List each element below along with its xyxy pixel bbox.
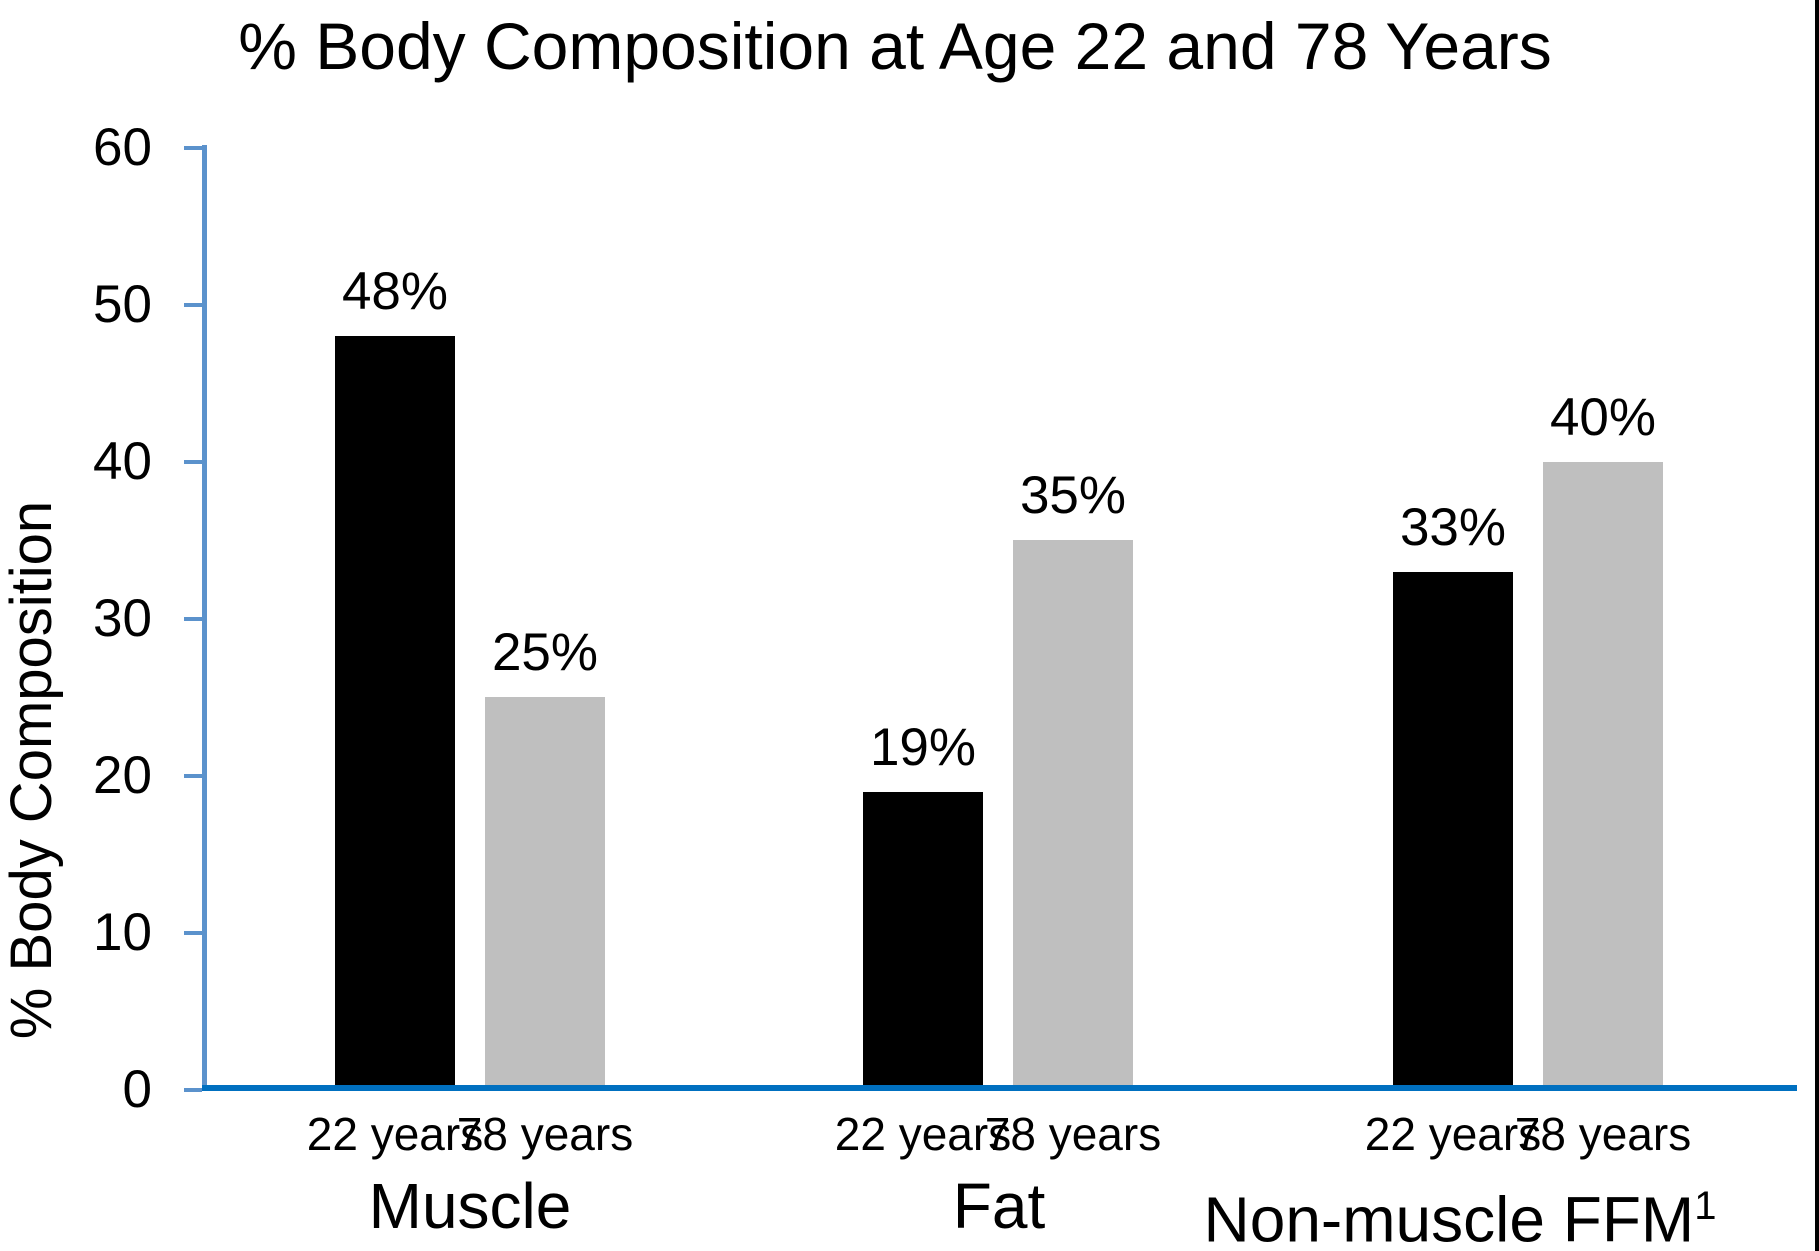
bar-muscle-22-years <box>335 336 455 1090</box>
y-tick-label: 30 <box>93 589 152 648</box>
y-tick-mark <box>184 774 202 778</box>
y-tick-mark <box>184 931 202 935</box>
y-axis-line <box>202 145 207 1087</box>
bar-value-label: 33% <box>1399 498 1507 557</box>
bar-value-label: 19% <box>869 718 977 777</box>
y-tick-label: 0 <box>122 1060 152 1119</box>
x-bar-label: 22 years <box>834 1108 1012 1160</box>
y-tick-mark <box>184 617 202 621</box>
bar-value-label: 35% <box>1019 466 1127 525</box>
x-bar-label: 78 years <box>984 1108 1162 1160</box>
bar-muscle-78-years <box>485 697 605 1090</box>
x-bar-label: 78 years <box>1514 1108 1692 1160</box>
y-tick-label: 20 <box>93 746 152 805</box>
image-right-border <box>1815 0 1819 1251</box>
y-tick-mark <box>184 1088 202 1092</box>
bar-non-muscle-ffm-22-years <box>1393 572 1513 1090</box>
category-label: Fat <box>952 1170 1046 1242</box>
y-tick-mark <box>184 460 202 464</box>
bar-value-label: 40% <box>1549 388 1657 447</box>
bar-value-label: 48% <box>341 262 449 321</box>
bar-value-label: 25% <box>491 623 599 682</box>
x-bar-label: 78 years <box>456 1108 634 1160</box>
category-label: Non-muscle FFM1 <box>1203 1183 1717 1251</box>
y-tick-label: 10 <box>93 903 152 962</box>
chart-title: % Body Composition at Age 22 and 78 Year… <box>238 9 1552 83</box>
bar-non-muscle-ffm-78-years <box>1543 462 1663 1090</box>
x-bar-label: 22 years <box>306 1108 484 1160</box>
y-tick-mark <box>184 303 202 307</box>
bar-fat-78-years <box>1013 540 1133 1090</box>
y-tick-label: 40 <box>93 432 152 491</box>
category-label: Muscle <box>368 1170 572 1242</box>
category-superscript: 1 <box>1694 1184 1717 1228</box>
x-axis-line <box>202 1085 1797 1091</box>
y-tick-label: 60 <box>93 118 152 177</box>
bar-fat-22-years <box>863 792 983 1090</box>
y-tick-mark <box>184 146 202 150</box>
y-tick-label: 50 <box>93 275 152 334</box>
x-bar-label: 22 years <box>1364 1108 1542 1160</box>
